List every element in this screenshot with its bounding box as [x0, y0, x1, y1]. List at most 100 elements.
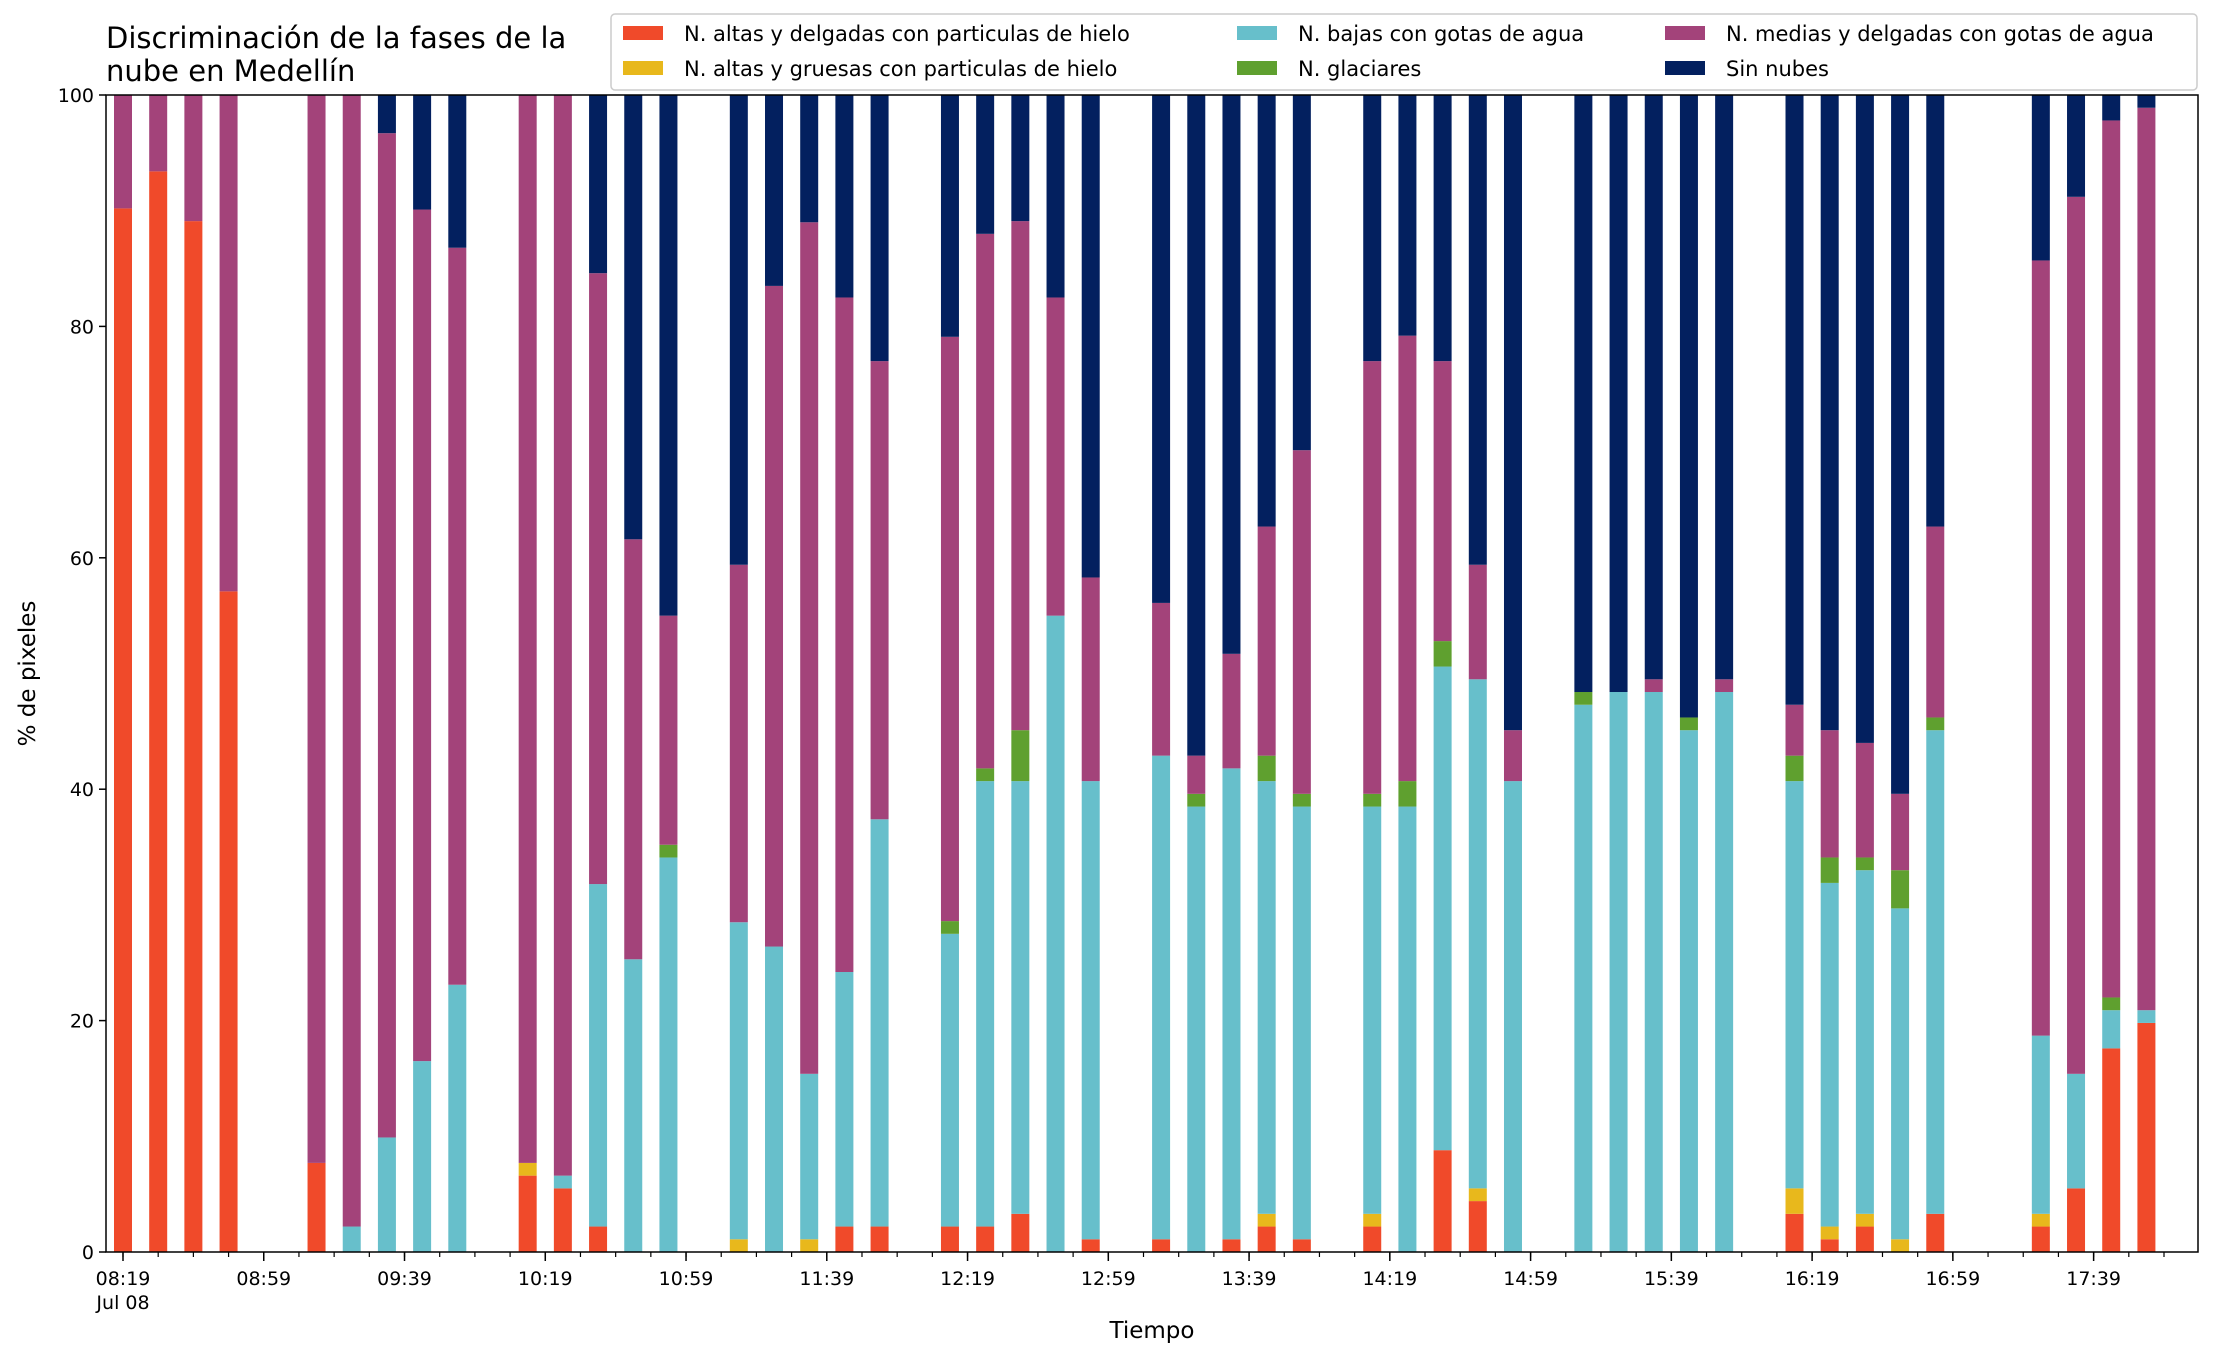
bar-segment-38-4 — [1715, 679, 1734, 693]
x-tick-sublabel: Jul 08 — [95, 1292, 149, 1314]
bar-segment-23-2 — [1081, 781, 1100, 1240]
bar-segment-30-3 — [1398, 781, 1417, 807]
bar-segment-14-2 — [729, 922, 748, 1240]
legend-label-3: N. altas y gruesas con particulas de hie… — [684, 57, 1117, 81]
bar-segment-7-4 — [413, 209, 432, 1062]
bar-segment-43-2 — [1926, 730, 1945, 1214]
bar-segment-35-2 — [1609, 692, 1628, 1252]
bar-segment-13-4 — [659, 615, 678, 845]
bar-segment-30-5 — [1398, 95, 1417, 336]
x-tick-label: 10:59 — [659, 1268, 714, 1290]
bar-segment-8-2 — [448, 984, 467, 1252]
bar-segment-16-1 — [800, 1239, 819, 1252]
bar-segment-44-0 — [2031, 1226, 2050, 1252]
bar-segment-39-5 — [1785, 95, 1804, 705]
bar-segment-10-2 — [553, 1175, 572, 1189]
bar-segment-28-3 — [1292, 793, 1311, 807]
bar-segment-41-1 — [1855, 1213, 1874, 1227]
bar-segment-16-4 — [800, 222, 819, 1074]
bar-segment-47-2 — [2137, 1010, 2156, 1023]
bar-segment-23-5 — [1081, 95, 1100, 578]
y-tick-label: 40 — [70, 779, 94, 801]
bar-segment-4-4 — [307, 95, 326, 1163]
legend-label-4: N. glaciares — [1298, 57, 1421, 81]
bar-segment-44-1 — [2031, 1213, 2050, 1227]
bar-segment-3-4 — [219, 95, 238, 592]
x-tick-label: 08:19 — [96, 1268, 151, 1290]
bar-segment-43-3 — [1926, 717, 1945, 731]
bar-segment-31-4 — [1433, 361, 1452, 642]
bars-group — [114, 95, 2156, 1253]
bar-segment-17-2 — [835, 972, 854, 1227]
bar-segment-33-2 — [1503, 781, 1522, 1252]
bar-segment-44-4 — [2031, 260, 2050, 1036]
bar-segment-16-5 — [800, 95, 819, 223]
legend-label-1: N. bajas con gotas de agua — [1298, 22, 1584, 46]
bar-segment-31-5 — [1433, 95, 1452, 362]
bar-segment-13-5 — [659, 95, 678, 616]
bar-segment-46-4 — [2102, 120, 2121, 998]
bar-segment-44-2 — [2031, 1035, 2050, 1214]
bar-segment-25-4 — [1187, 755, 1206, 794]
bar-segment-42-4 — [1891, 793, 1910, 871]
legend-box — [610, 13, 2198, 91]
bar-segment-15-2 — [765, 946, 784, 1252]
bar-segment-3-0 — [219, 591, 238, 1252]
bar-segment-40-0 — [1820, 1239, 1839, 1252]
bar-segment-18-0 — [870, 1226, 889, 1252]
bar-segment-1-0 — [149, 171, 168, 1253]
bar-segment-45-4 — [2067, 196, 2086, 1074]
bar-segment-19-2 — [940, 933, 959, 1227]
bar-segment-32-2 — [1468, 679, 1487, 1189]
bar-segment-24-2 — [1152, 755, 1171, 1240]
bar-segment-36-2 — [1644, 692, 1663, 1252]
bar-segment-17-0 — [835, 1226, 854, 1252]
bar-segment-7-2 — [413, 1061, 432, 1252]
bar-segment-29-1 — [1363, 1213, 1382, 1227]
x-tick-label: 10:19 — [518, 1268, 573, 1290]
bar-segment-30-4 — [1398, 335, 1417, 782]
legend-swatch-0 — [623, 26, 663, 40]
bar-segment-24-4 — [1152, 602, 1171, 756]
bar-segment-21-3 — [1011, 730, 1030, 782]
bar-segment-39-4 — [1785, 704, 1804, 756]
bar-segment-11-0 — [589, 1226, 608, 1252]
chart-title-line-1: Discriminación de la fases de la — [106, 21, 567, 55]
bar-segment-22-2 — [1046, 615, 1065, 1252]
y-tick-label: 60 — [70, 548, 94, 570]
x-axis-label: Tiempo — [1109, 1318, 1195, 1344]
x-tick-label: 08:59 — [236, 1268, 291, 1290]
bar-segment-35-5 — [1609, 95, 1628, 693]
bar-segment-12-5 — [624, 95, 643, 540]
bar-segment-10-0 — [553, 1188, 572, 1252]
bar-segment-8-4 — [448, 247, 467, 985]
bar-segment-42-2 — [1891, 908, 1910, 1240]
bar-segment-24-0 — [1152, 1239, 1171, 1252]
bar-segment-46-2 — [2102, 1010, 2121, 1049]
bar-segment-19-4 — [940, 336, 959, 922]
bar-segment-42-1 — [1891, 1239, 1910, 1252]
bar-segment-44-5 — [2031, 95, 2050, 261]
bar-segment-27-3 — [1257, 755, 1276, 782]
bar-segment-39-0 — [1785, 1213, 1804, 1252]
bar-segment-11-5 — [589, 95, 608, 274]
bar-segment-45-5 — [2067, 95, 2086, 197]
bar-segment-27-2 — [1257, 781, 1276, 1214]
x-tick-label: 13:39 — [1222, 1268, 1277, 1290]
bar-segment-22-5 — [1046, 95, 1065, 298]
bar-segment-14-5 — [729, 95, 748, 565]
bar-segment-41-4 — [1855, 742, 1874, 858]
bar-segment-32-1 — [1468, 1188, 1487, 1202]
bar-segment-20-0 — [976, 1226, 995, 1252]
bar-segment-47-0 — [2137, 1022, 2156, 1252]
bar-segment-27-5 — [1257, 95, 1276, 527]
bar-segment-13-3 — [659, 844, 678, 858]
bar-segment-26-5 — [1222, 95, 1241, 654]
bar-segment-27-0 — [1257, 1226, 1276, 1252]
bar-segment-15-5 — [765, 95, 784, 286]
bar-segment-33-4 — [1503, 730, 1522, 782]
x-tick-label: 16:59 — [1925, 1268, 1980, 1290]
bar-segment-31-0 — [1433, 1150, 1452, 1252]
bar-segment-41-3 — [1855, 857, 1874, 871]
